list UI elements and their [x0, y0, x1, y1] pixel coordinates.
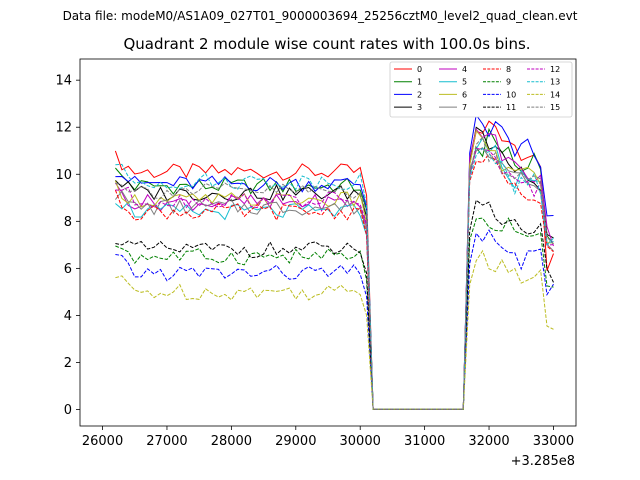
x-tick-label: 26000	[82, 434, 123, 449]
legend-label-11: 11	[506, 103, 516, 112]
series-line-2	[115, 113, 554, 410]
x-tick-label: 33000	[533, 434, 574, 449]
legend-label-9: 9	[506, 78, 511, 87]
y-tick-label: 10	[55, 168, 72, 183]
legend-label-1: 1	[417, 78, 422, 87]
series-line-9	[115, 217, 554, 410]
chart-title: Quadrant 2 module wise count rates with …	[123, 35, 530, 53]
legend-label-7: 7	[462, 103, 467, 112]
legend-label-14: 14	[550, 90, 560, 99]
suptitle: Data file: modeM0/AS1A09_027T01_90000036…	[63, 9, 578, 23]
series-line-15	[115, 136, 554, 410]
y-tick-label: 0	[64, 403, 72, 418]
x-tick-label: 32000	[468, 434, 509, 449]
y-tick-label: 14	[55, 74, 72, 89]
series-line-5	[115, 137, 554, 410]
series-line-7	[115, 147, 554, 410]
x-tick-label: 27000	[146, 434, 187, 449]
legend-label-8: 8	[506, 65, 511, 74]
x-tick-label: 29000	[275, 434, 316, 449]
y-tick-label: 12	[55, 121, 72, 136]
series-line-13	[115, 147, 554, 410]
x-tick-label: 28000	[211, 434, 252, 449]
y-tick-label: 6	[64, 262, 72, 277]
x-tick-label: 31000	[404, 434, 445, 449]
x-tick-label: 30000	[340, 434, 381, 449]
y-tick-label: 8	[64, 215, 72, 230]
y-tick-label: 4	[64, 309, 72, 324]
plot-area: 26000 27000 28000 29000 30000 31000 32000 33000…	[55, 58, 577, 449]
x-offset-label: +3.285e8	[511, 454, 575, 469]
legend-label-15: 15	[550, 103, 560, 112]
legend-label-5: 5	[462, 78, 467, 87]
series-line-14	[115, 249, 554, 410]
legend-label-6: 6	[462, 90, 467, 99]
axes-frame	[79, 58, 577, 427]
legend-label-3: 3	[417, 103, 422, 112]
legend-label-12: 12	[550, 65, 560, 74]
legend-label-4: 4	[462, 65, 467, 74]
series-line-12	[115, 148, 554, 410]
series-line-6	[114, 129, 554, 410]
legend-label-13: 13	[550, 78, 560, 87]
series-line-11	[115, 199, 554, 410]
series-line-3	[115, 126, 554, 410]
legend-box	[389, 61, 573, 118]
series-line-4	[114, 128, 554, 410]
series-line-0	[114, 120, 554, 410]
series-line-10	[115, 229, 554, 410]
legend-label-10: 10	[506, 90, 516, 99]
legend-label-0: 0	[417, 65, 422, 74]
series-line-8	[114, 152, 554, 410]
y-tick-label: 2	[64, 356, 72, 371]
legend-label-2: 2	[417, 90, 422, 99]
